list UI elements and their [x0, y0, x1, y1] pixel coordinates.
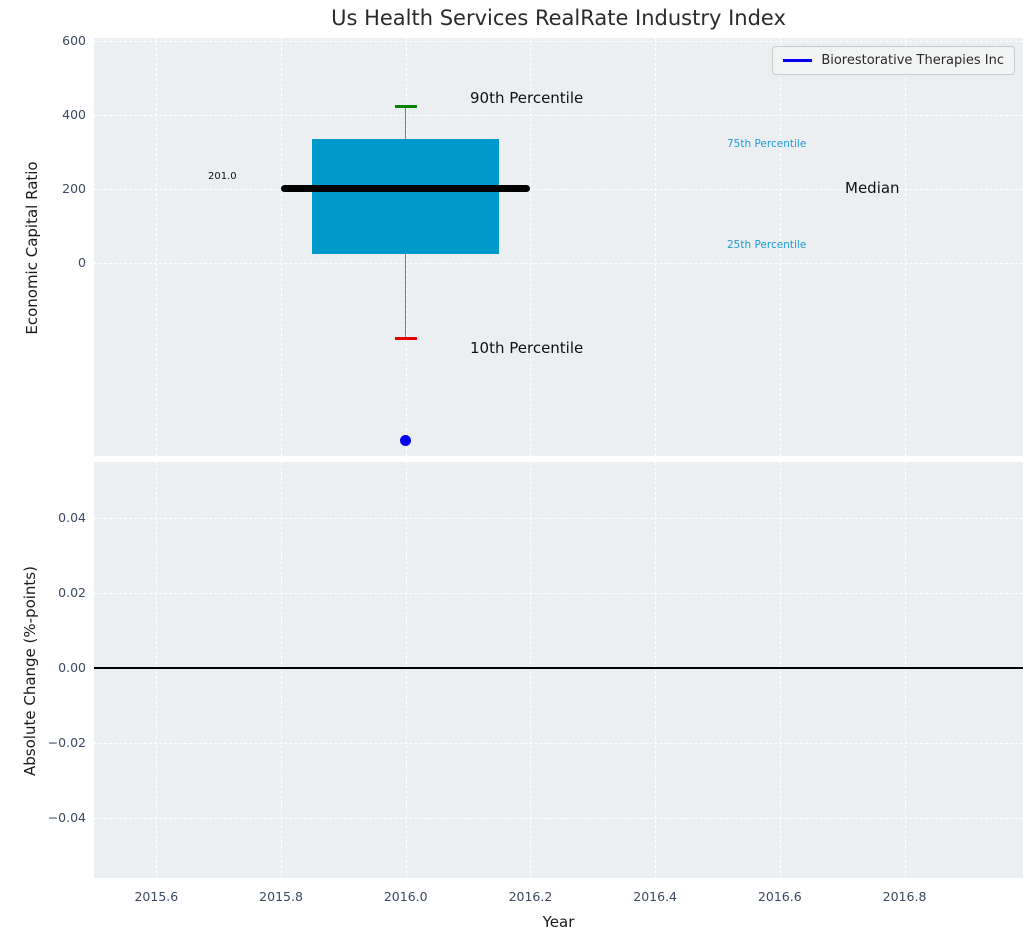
- x-tick-label: 2015.6: [134, 889, 179, 904]
- gridline-vertical: [405, 462, 407, 878]
- gridline-horizontal: [94, 592, 1023, 594]
- top-y-axis-label: Economic Capital Ratio: [23, 161, 41, 335]
- y-tick-label: 0.04: [58, 509, 86, 525]
- top-axes: 201.0 90th Percentile 75th Percentile Me…: [94, 38, 1023, 456]
- legend-series-line: [783, 59, 813, 62]
- annotation-75th-percentile: 75th Percentile: [727, 138, 807, 150]
- annotation-25th-percentile: 25th Percentile: [727, 239, 807, 251]
- gridline-horizontal: [94, 262, 1023, 264]
- gridline-vertical: [530, 38, 532, 456]
- gridline-vertical: [904, 38, 906, 456]
- company-data-point: [400, 435, 412, 447]
- gridline-horizontal: [94, 817, 1023, 819]
- x-tick-label: 2016.6: [757, 889, 802, 904]
- y-tick-label: −0.02: [47, 734, 86, 750]
- gridline-horizontal: [94, 517, 1023, 519]
- y-tick-label: 400: [62, 106, 86, 122]
- gridline-vertical: [156, 462, 158, 878]
- boxplot-iqr-box: [312, 138, 500, 255]
- bottom-y-axis-label: Absolute Change (%-points): [21, 566, 39, 776]
- y-tick-label: 0: [78, 254, 86, 270]
- x-tick-label: 2016.0: [383, 889, 428, 904]
- legend-series-label: Biorestorative Therapies Inc: [821, 53, 1004, 68]
- gridline-horizontal: [94, 114, 1023, 116]
- gridline-vertical: [904, 462, 906, 878]
- y-tick-label: 600: [62, 32, 86, 48]
- annotation-90th-percentile: 90th Percentile: [470, 89, 584, 107]
- annotation-median: Median: [845, 179, 900, 197]
- zero-change-line: [94, 666, 1023, 669]
- annotation-10th-percentile: 10th Percentile: [470, 339, 584, 357]
- chart-title: Us Health Services RealRate Industry Ind…: [331, 6, 786, 30]
- legend: Biorestorative Therapies Inc: [772, 46, 1015, 75]
- y-tick-label: 0.02: [58, 584, 86, 600]
- y-tick-label: 0.00: [58, 659, 86, 675]
- x-tick-label: 2016.4: [633, 889, 678, 904]
- x-tick-label: 2015.8: [259, 889, 303, 904]
- gridline-horizontal: [94, 188, 1023, 190]
- x-tick-label: 2016.2: [508, 889, 553, 904]
- x-tick-label: 2016.8: [882, 889, 927, 904]
- gridline-vertical: [281, 38, 283, 456]
- gridline-horizontal: [94, 742, 1023, 744]
- gridline-vertical: [281, 462, 283, 878]
- gridline-vertical: [655, 38, 657, 456]
- boxplot-median-line: [281, 185, 531, 193]
- y-tick-label: −0.04: [47, 809, 86, 825]
- boxplot-10th-cap: [394, 337, 417, 341]
- gridline-vertical: [779, 462, 781, 878]
- y-tick-label: 200: [62, 180, 86, 196]
- median-value-label: 201.0: [208, 171, 237, 182]
- gridline-vertical: [655, 462, 657, 878]
- gridline-horizontal: [94, 40, 1023, 42]
- bottom-axes: [94, 462, 1023, 878]
- boxplot-90th-cap: [394, 105, 417, 109]
- gridline-vertical: [779, 38, 781, 456]
- gridline-vertical: [530, 462, 532, 878]
- x-axis-label: Year: [542, 913, 575, 931]
- gridline-vertical: [156, 38, 158, 456]
